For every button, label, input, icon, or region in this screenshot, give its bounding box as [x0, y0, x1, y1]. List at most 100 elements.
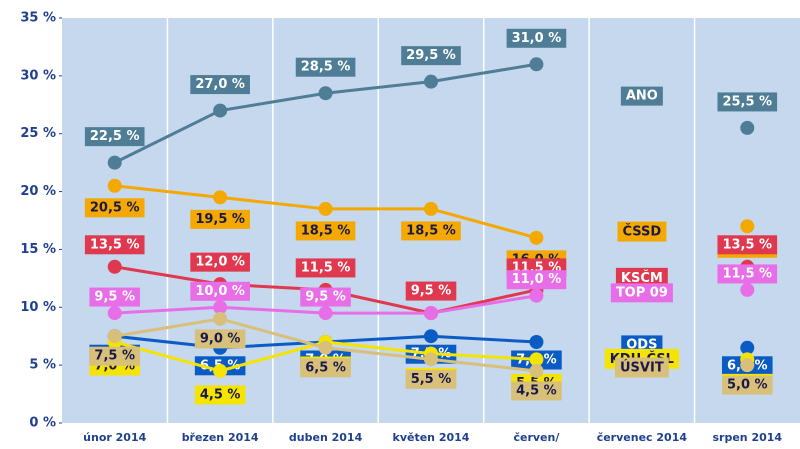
value-label: 5,0 %	[727, 378, 768, 393]
value-label-box	[194, 329, 246, 349]
value-label-group: 25,5 %	[717, 92, 778, 112]
point	[107, 155, 122, 170]
value-label-group: 13,5 %	[84, 235, 145, 255]
point	[213, 300, 228, 315]
series-name-label-group: ČSSD	[617, 221, 667, 242]
value-label-group: 22,5 %	[84, 127, 145, 147]
point	[213, 363, 228, 378]
y-tick-label: 0 %	[29, 416, 56, 431]
value-label-box	[295, 221, 356, 241]
point	[529, 335, 544, 349]
value-label-box	[84, 127, 145, 147]
value-label: 19,5 %	[195, 212, 245, 227]
point	[213, 190, 228, 205]
value-label-group: 5,5 %	[405, 369, 457, 389]
value-label-box	[295, 57, 356, 77]
value-label-box	[721, 375, 773, 395]
point	[318, 201, 333, 216]
point	[107, 329, 122, 344]
value-label: 4,5 %	[200, 387, 241, 402]
point	[424, 329, 438, 344]
y-tick-label: 5 %	[29, 358, 56, 373]
x-tick-label: březen 2014	[182, 431, 259, 444]
series-name-label-box	[620, 86, 663, 106]
x-tick-label: květen 2014	[393, 431, 470, 444]
value-label: 11,5 %	[722, 266, 772, 281]
value-label: 20,5 %	[90, 200, 140, 215]
point	[529, 57, 544, 72]
value-label: 11,5 %	[301, 260, 351, 275]
value-label-box	[506, 28, 567, 48]
value-label: 9,5 %	[305, 290, 346, 305]
value-label-group: 20,5 %	[84, 198, 145, 218]
series-name-label: ODS	[626, 337, 657, 352]
series-name-label: ČSSD	[622, 224, 661, 240]
point	[740, 219, 755, 234]
value-label: 4,5 %	[516, 383, 557, 398]
value-label: 9,5 %	[411, 284, 452, 299]
value-label-box	[717, 264, 778, 284]
value-label-box	[405, 281, 457, 301]
value-label-box	[89, 346, 141, 366]
value-label-box	[401, 221, 461, 241]
value-label-group: 10,0 %	[190, 281, 250, 301]
series-name-label: TOP 09	[616, 285, 668, 300]
value-label: 29,5 %	[406, 48, 456, 63]
x-tick-label: srpen 2014	[712, 431, 782, 444]
value-label-group: 12,0 %	[190, 252, 250, 272]
x-tick-label: únor 2014	[83, 431, 146, 444]
value-label-box	[190, 75, 250, 95]
value-label-box	[300, 358, 351, 378]
value-label-group: 9,5 %	[89, 287, 141, 307]
value-label: 18,5 %	[301, 223, 351, 238]
point	[740, 358, 755, 373]
y-tick-label: 20 %	[20, 184, 56, 199]
y-tick-label: 15 %	[20, 242, 56, 257]
value-label-box	[401, 46, 461, 66]
value-label-box	[300, 287, 351, 307]
series-name-label: ANO	[626, 89, 658, 104]
y-tick-label: 10 %	[20, 300, 56, 315]
value-label: 18,5 %	[406, 223, 456, 238]
value-label: 13,5 %	[722, 237, 772, 252]
value-label-group: 29,5 %	[401, 46, 461, 66]
y-tick-label: 25 %	[20, 126, 56, 141]
series-name-label-box	[610, 283, 673, 303]
point	[107, 178, 122, 193]
value-label-group: 6,5 %	[300, 358, 351, 378]
value-label-group: 9,5 %	[405, 281, 457, 301]
value-label: 9,5 %	[94, 290, 135, 305]
series-name-label: ÚSVIT	[620, 360, 664, 376]
value-label-group: 27,0 %	[190, 75, 250, 95]
series-name-label-group: ÚSVIT	[615, 357, 669, 378]
point	[529, 352, 544, 367]
point	[213, 311, 228, 326]
point	[424, 201, 438, 216]
value-label-group: 11,5 %	[295, 258, 356, 278]
value-label-box	[190, 209, 250, 229]
point	[424, 74, 438, 89]
point	[107, 259, 122, 274]
series-name-label-group: ANO	[620, 86, 663, 106]
value-label-box	[84, 198, 145, 218]
y-tick-label: 35 %	[20, 11, 56, 26]
value-label-box	[717, 235, 778, 255]
value-label-group: 11,0 %	[506, 270, 567, 290]
value-label-box	[511, 381, 562, 401]
value-label: 6,5 %	[305, 360, 346, 375]
value-label-box	[295, 258, 356, 278]
series-name-label-group: TOP 09	[610, 283, 673, 303]
value-label-box	[405, 369, 457, 389]
point	[318, 86, 333, 101]
value-label: 5,5 %	[411, 372, 452, 387]
point	[529, 230, 544, 245]
value-label-box	[190, 281, 250, 301]
value-label-group: 19,5 %	[190, 209, 250, 229]
value-label: 27,0 %	[195, 77, 245, 92]
value-label-group: 4,5 %	[511, 381, 562, 401]
value-label-group: 31,0 %	[506, 28, 567, 48]
x-tick-label: duben 2014	[289, 431, 363, 444]
value-label-group: 5,0 %	[721, 375, 773, 395]
point	[213, 103, 228, 118]
value-label-group: 7,5 %	[89, 346, 141, 366]
